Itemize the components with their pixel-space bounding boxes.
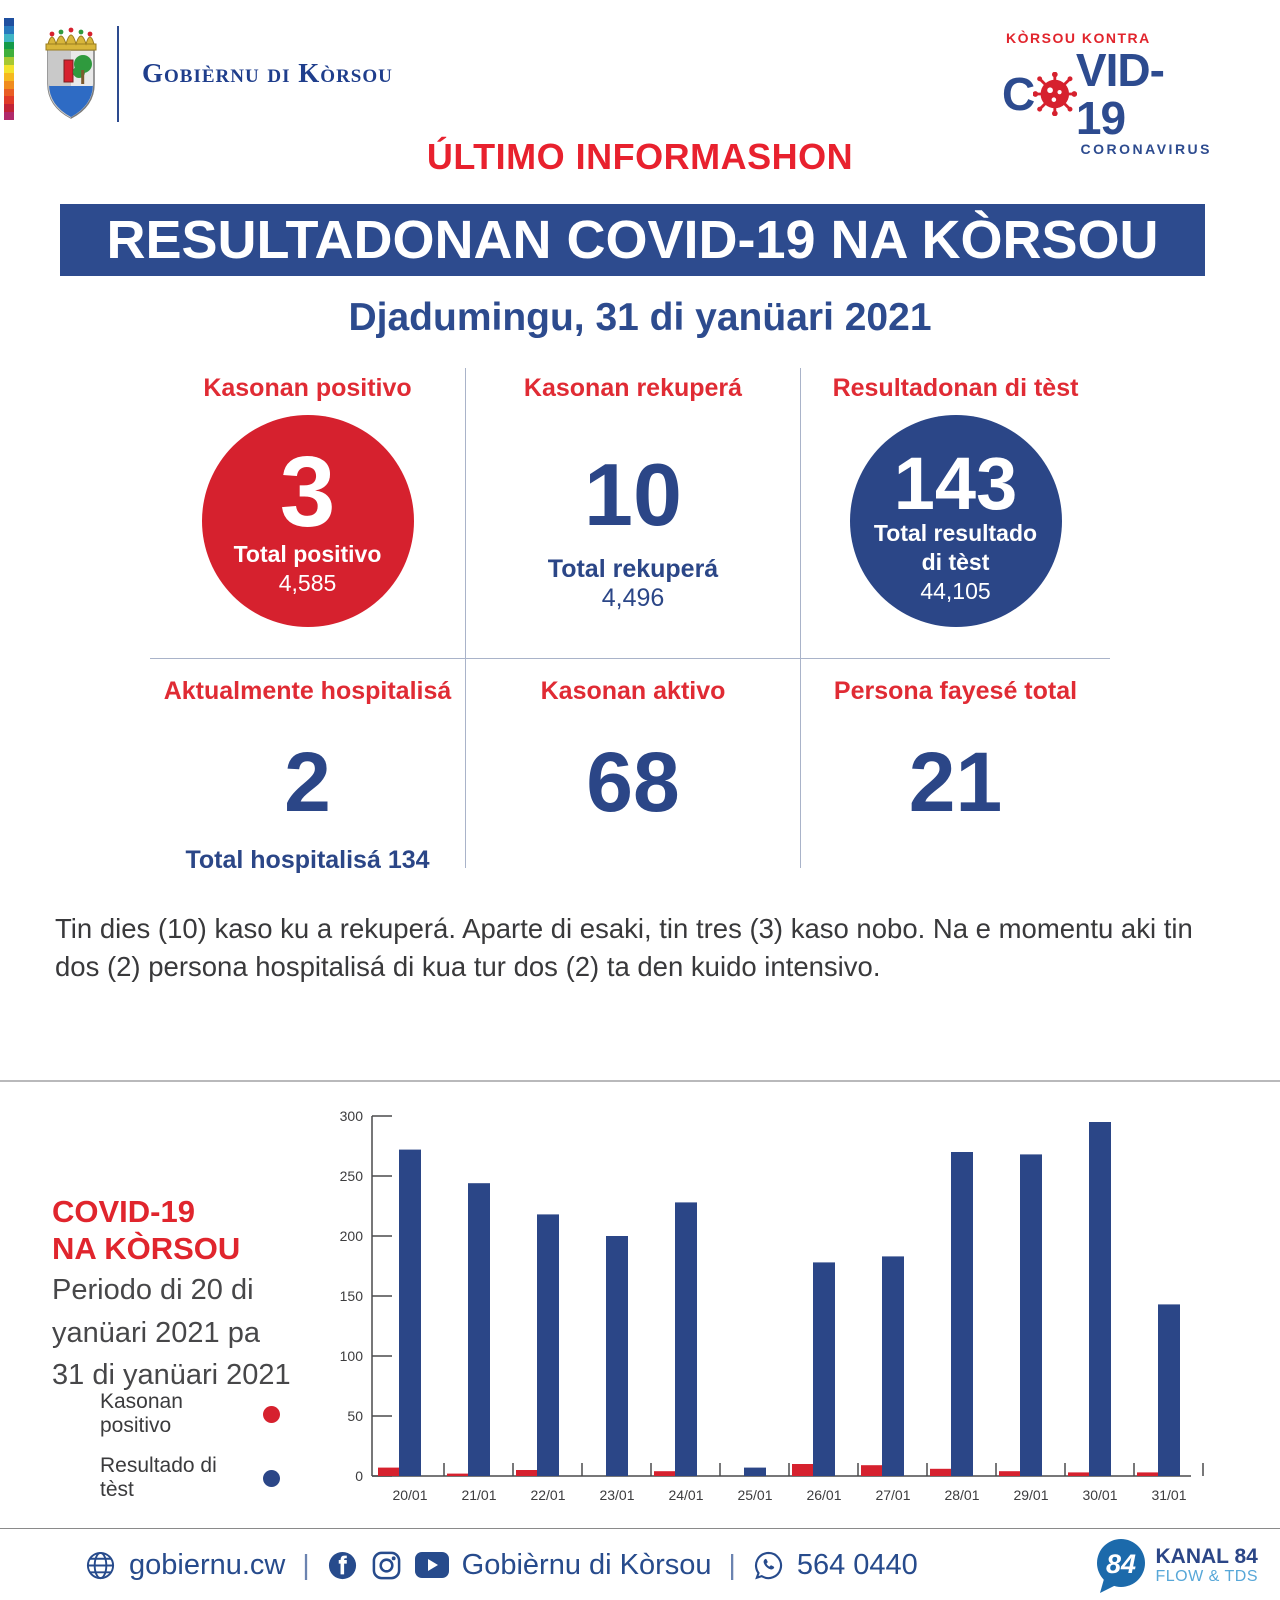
stat-recovered: Kasonan rekuperá 10 Total rekuperá 4,496 <box>465 368 800 658</box>
svg-text:300: 300 <box>340 1108 364 1124</box>
legend-positive-dot <box>263 1405 280 1423</box>
tests-total-label-1: Total resultado <box>873 520 1038 547</box>
report-date: Djadumingu, 31 di yanüari 2021 <box>348 296 932 339</box>
footer-pipe-1: | <box>302 1549 310 1580</box>
deceased-value: 21 <box>908 735 1003 829</box>
covid-logo-word-rest: VID-19 <box>1075 44 1165 145</box>
tests-circle: 143 Total resultado di tèst 44,105 <box>849 415 1062 627</box>
stat-hospitalized: Aktualmente hospitalisá 2 Total hospital… <box>150 658 465 874</box>
whatsapp-icon[interactable] <box>753 1550 784 1581</box>
kanal84-name: KANAL 84 <box>1155 1544 1258 1568</box>
globe-icon <box>86 1551 115 1579</box>
covid-logo-letter-c: C <box>1002 68 1035 121</box>
virus-icon <box>1033 72 1077 117</box>
rainbow-strip <box>4 18 14 120</box>
covid-logo-subtitle: CORONAVIRUS <box>1080 140 1212 157</box>
stat-recovered-label: Kasonan rekuperá <box>523 374 743 402</box>
section-kicker: ÚLTIMO INFORMASHON <box>426 136 854 177</box>
kanal84-logo: 84 KANAL 84 FLOW & TDS <box>1092 1537 1259 1595</box>
section-separator <box>0 1080 1280 1082</box>
stat-active: Kasonan aktivo 68 <box>465 658 800 868</box>
covid19-logo: KÒRSOU KONTRA C VID-19 CORONAVIRUS <box>1002 30 1212 157</box>
svg-text:0: 0 <box>355 1468 363 1484</box>
tests-total-value: 44,105 <box>920 577 991 604</box>
chart-period-line3: 31 di yanüari 2021 <box>52 1358 291 1391</box>
stat-tests-label: Resultadonan di tèst <box>832 374 1079 402</box>
positive-circle: 3 Total positivo 4,585 <box>201 415 414 627</box>
positive-value: 3 <box>279 436 336 549</box>
bar-chart: 0 50 100 150 200 250 300 20/01 21/01 22/01 23/01 24… <box>340 1108 1204 1503</box>
facebook-icon[interactable] <box>327 1550 358 1581</box>
kanal84-tagline: FLOW & TDS <box>1155 1568 1258 1586</box>
svg-text:25/01: 25/01 <box>737 1487 772 1503</box>
svg-text:24/01: 24/01 <box>668 1487 703 1503</box>
hospitalized-total-label: Total hospitalisá 134 <box>185 846 430 874</box>
legend-item-tests: Resultado di tèst <box>100 1454 280 1502</box>
svg-text:23/01: 23/01 <box>599 1487 634 1503</box>
chart-period-line1: Periodo di 20 di <box>52 1274 254 1307</box>
recovered-value: 10 <box>584 445 682 544</box>
summary-paragraph: Tin dies (10) kaso ku a rekuperá. Aparte… <box>55 913 1193 982</box>
positive-total-label: Total positivo <box>233 541 382 568</box>
title-banner: RESULTADONAN COVID-19 NA KÒRSOU <box>60 204 1205 276</box>
chart-title-block: COVID-19 NA KÒRSOU Periodo di 20 di yanü… <box>52 1193 291 1394</box>
svg-text:29/01: 29/01 <box>1013 1487 1048 1503</box>
svg-text:27/01: 27/01 <box>875 1487 910 1503</box>
footer-website[interactable]: gobiernu.cw <box>129 1548 286 1581</box>
legend-item-positive: Kasonan positivo <box>100 1390 280 1438</box>
stats-grid: Kasonan positivo 3 Total positivo 4,585 … <box>150 368 1110 874</box>
svg-text:30/01: 30/01 <box>1082 1487 1117 1503</box>
svg-text:250: 250 <box>340 1168 364 1184</box>
header-divider <box>117 26 119 122</box>
chart-period-line2: yanüari 2021 pa <box>52 1316 260 1349</box>
footer-phone[interactable]: 564 0440 <box>796 1548 918 1581</box>
hospitalized-value: 2 <box>284 735 331 829</box>
svg-text:21/01: 21/01 <box>461 1487 496 1503</box>
svg-text:50: 50 <box>347 1408 363 1424</box>
chart-legend: Kasonan positivo Resultado di tèst <box>100 1390 280 1518</box>
tests-total-label-2: di tèst <box>921 549 990 576</box>
svg-text:26/01: 26/01 <box>806 1487 841 1503</box>
covid-logo-kicker: KÒRSOU KONTRA <box>1006 30 1151 46</box>
svg-text:31/01: 31/01 <box>1151 1487 1186 1503</box>
svg-text:28/01: 28/01 <box>944 1487 979 1503</box>
footer-social-name[interactable]: Gobièrnu di Kòrsou <box>461 1548 712 1581</box>
legend-positive-label: Kasonan positivo <box>100 1390 183 1437</box>
recovered-total-label: Total rekuperá <box>547 555 719 583</box>
chart-area: 0 50 100 150 200 250 300 20/01 21/01 22/01 23/01 24… <box>335 1085 1215 1520</box>
title-banner-text: RESULTADONAN COVID-19 NA KÒRSOU <box>106 210 1159 270</box>
kanal84-bubble-icon: 84 <box>1096 1539 1145 1593</box>
legend-tests-dot <box>263 1469 280 1487</box>
positive-total-value: 4,585 <box>278 569 337 596</box>
footer-pipe-2: | <box>728 1549 736 1580</box>
stat-active-label: Kasonan aktivo <box>540 677 726 705</box>
footer-bar: gobiernu.cw | Gobièrnu di Kòrsou | 564 0… <box>85 1541 918 1589</box>
svg-text:100: 100 <box>340 1348 364 1364</box>
stat-positive: Kasonan positivo 3 Total positivo 4,585 <box>150 368 465 658</box>
footer-separator <box>0 1528 1280 1529</box>
stat-positive-label: Kasonan positivo <box>203 374 412 402</box>
covid-logo-word: C VID-19 <box>1002 46 1212 143</box>
stat-deceased-label: Persona fayesé total <box>833 677 1078 705</box>
tests-value: 143 <box>893 442 1018 526</box>
government-name: Gobièrnu di Kòrsou <box>142 58 393 88</box>
instagram-icon[interactable] <box>371 1550 402 1581</box>
svg-text:20/01: 20/01 <box>392 1487 427 1503</box>
active-value: 68 <box>586 735 680 829</box>
chart-title-line1: COVID-19 <box>52 1194 195 1229</box>
coat-of-arms-logo <box>45 27 97 119</box>
legend-tests-label: Resultado di tèst <box>100 1454 217 1501</box>
youtube-icon[interactable] <box>414 1552 449 1578</box>
chart-title-line2: NA KÒRSOU <box>52 1231 241 1267</box>
stat-deceased: Persona fayesé total 21 <box>800 658 1110 868</box>
svg-text:84: 84 <box>1105 1549 1135 1579</box>
svg-text:150: 150 <box>340 1288 364 1304</box>
svg-text:200: 200 <box>340 1228 364 1244</box>
stat-hospitalized-label: Aktualmente hospitalisá <box>163 677 452 705</box>
svg-text:22/01: 22/01 <box>530 1487 565 1503</box>
stat-tests: Resultadonan di tèst 143 Total resultado… <box>800 368 1110 658</box>
recovered-total-value: 4,496 <box>601 584 665 612</box>
